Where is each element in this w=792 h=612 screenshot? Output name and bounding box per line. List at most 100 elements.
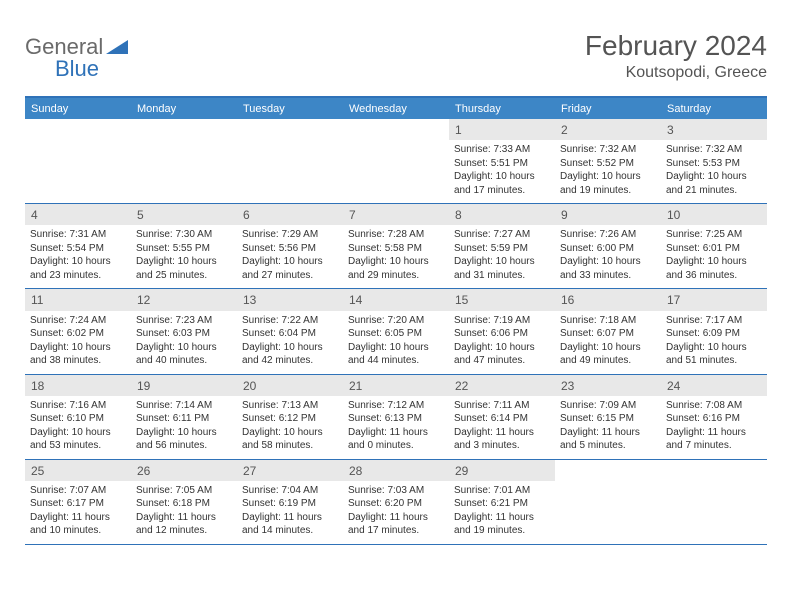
day-cell: 26Sunrise: 7:05 AMSunset: 6:18 PMDayligh… <box>131 460 237 544</box>
day-cell: 5Sunrise: 7:30 AMSunset: 5:55 PMDaylight… <box>131 204 237 288</box>
page-header: General February 2024 Koutsopodi, Greece <box>25 30 767 82</box>
day-sunrise: Sunrise: 7:31 AM <box>30 228 126 242</box>
day-sunrise: Sunrise: 7:25 AM <box>666 228 762 242</box>
day-sunset: Sunset: 6:21 PM <box>454 497 550 511</box>
day-daylight1: Daylight: 10 hours <box>666 341 762 355</box>
day-cell: 28Sunrise: 7:03 AMSunset: 6:20 PMDayligh… <box>343 460 449 544</box>
day-daylight2: and 17 minutes. <box>454 184 550 198</box>
day-sunrise: Sunrise: 7:28 AM <box>348 228 444 242</box>
day-number <box>131 119 237 140</box>
day-sunrise: Sunrise: 7:32 AM <box>666 143 762 157</box>
day-number: 15 <box>449 289 555 310</box>
day-sunrise: Sunrise: 7:20 AM <box>348 314 444 328</box>
day-daylight2: and 12 minutes. <box>136 524 232 538</box>
day-number <box>237 119 343 140</box>
day-daylight2: and 29 minutes. <box>348 269 444 283</box>
day-sunrise: Sunrise: 7:05 AM <box>136 484 232 498</box>
day-sunset: Sunset: 5:56 PM <box>242 242 338 256</box>
title-block: February 2024 Koutsopodi, Greece <box>585 30 767 82</box>
location-label: Koutsopodi, Greece <box>585 64 767 82</box>
day-sunrise: Sunrise: 7:01 AM <box>454 484 550 498</box>
day-number: 19 <box>131 375 237 396</box>
day-daylight1: Daylight: 10 hours <box>30 255 126 269</box>
day-sunrise: Sunrise: 7:27 AM <box>454 228 550 242</box>
day-daylight1: Daylight: 10 hours <box>348 255 444 269</box>
day-daylight2: and 38 minutes. <box>30 354 126 368</box>
day-cell-empty <box>131 119 237 203</box>
day-daylight2: and 42 minutes. <box>242 354 338 368</box>
day-daylight2: and 53 minutes. <box>30 439 126 453</box>
day-sunset: Sunset: 6:07 PM <box>560 327 656 341</box>
day-number: 16 <box>555 289 661 310</box>
day-sunset: Sunset: 6:19 PM <box>242 497 338 511</box>
day-sunrise: Sunrise: 7:19 AM <box>454 314 550 328</box>
day-number: 2 <box>555 119 661 140</box>
day-daylight1: Daylight: 11 hours <box>348 426 444 440</box>
day-sunrise: Sunrise: 7:29 AM <box>242 228 338 242</box>
day-sunrise: Sunrise: 7:08 AM <box>666 399 762 413</box>
day-sunrise: Sunrise: 7:26 AM <box>560 228 656 242</box>
weekday-cell: Tuesday <box>237 98 343 119</box>
day-daylight1: Daylight: 10 hours <box>454 170 550 184</box>
day-cell: 21Sunrise: 7:12 AMSunset: 6:13 PMDayligh… <box>343 375 449 459</box>
week-row: 11Sunrise: 7:24 AMSunset: 6:02 PMDayligh… <box>25 289 767 374</box>
day-sunset: Sunset: 5:55 PM <box>136 242 232 256</box>
day-daylight2: and 10 minutes. <box>30 524 126 538</box>
day-daylight2: and 21 minutes. <box>666 184 762 198</box>
day-sunset: Sunset: 5:59 PM <box>454 242 550 256</box>
day-sunset: Sunset: 6:12 PM <box>242 412 338 426</box>
day-daylight2: and 36 minutes. <box>666 269 762 283</box>
day-sunrise: Sunrise: 7:12 AM <box>348 399 444 413</box>
day-cell: 18Sunrise: 7:16 AMSunset: 6:10 PMDayligh… <box>25 375 131 459</box>
day-number: 6 <box>237 204 343 225</box>
day-number: 24 <box>661 375 767 396</box>
day-sunset: Sunset: 6:05 PM <box>348 327 444 341</box>
day-daylight1: Daylight: 11 hours <box>348 511 444 525</box>
day-sunset: Sunset: 6:15 PM <box>560 412 656 426</box>
day-number <box>25 119 131 140</box>
day-daylight1: Daylight: 10 hours <box>666 170 762 184</box>
day-sunset: Sunset: 6:16 PM <box>666 412 762 426</box>
day-sunrise: Sunrise: 7:07 AM <box>30 484 126 498</box>
day-daylight2: and 44 minutes. <box>348 354 444 368</box>
day-daylight1: Daylight: 10 hours <box>560 255 656 269</box>
day-sunrise: Sunrise: 7:13 AM <box>242 399 338 413</box>
day-number: 12 <box>131 289 237 310</box>
day-daylight2: and 47 minutes. <box>454 354 550 368</box>
day-sunset: Sunset: 5:52 PM <box>560 157 656 171</box>
day-number: 17 <box>661 289 767 310</box>
logo-triangle-icon <box>106 40 128 54</box>
day-sunrise: Sunrise: 7:30 AM <box>136 228 232 242</box>
day-cell-empty <box>343 119 449 203</box>
day-number: 18 <box>25 375 131 396</box>
day-cell: 20Sunrise: 7:13 AMSunset: 6:12 PMDayligh… <box>237 375 343 459</box>
day-cell: 1Sunrise: 7:33 AMSunset: 5:51 PMDaylight… <box>449 119 555 203</box>
day-sunrise: Sunrise: 7:33 AM <box>454 143 550 157</box>
day-daylight2: and 14 minutes. <box>242 524 338 538</box>
day-cell: 27Sunrise: 7:04 AMSunset: 6:19 PMDayligh… <box>237 460 343 544</box>
day-sunrise: Sunrise: 7:32 AM <box>560 143 656 157</box>
day-daylight1: Daylight: 10 hours <box>560 341 656 355</box>
day-cell: 23Sunrise: 7:09 AMSunset: 6:15 PMDayligh… <box>555 375 661 459</box>
day-sunset: Sunset: 5:58 PM <box>348 242 444 256</box>
weekday-header-row: SundayMondayTuesdayWednesdayThursdayFrid… <box>25 98 767 119</box>
day-sunset: Sunset: 5:53 PM <box>666 157 762 171</box>
day-sunset: Sunset: 6:04 PM <box>242 327 338 341</box>
day-number: 13 <box>237 289 343 310</box>
day-daylight1: Daylight: 10 hours <box>30 426 126 440</box>
week-row: 18Sunrise: 7:16 AMSunset: 6:10 PMDayligh… <box>25 375 767 460</box>
day-daylight2: and 33 minutes. <box>560 269 656 283</box>
day-daylight1: Daylight: 10 hours <box>348 341 444 355</box>
day-daylight2: and 19 minutes. <box>560 184 656 198</box>
day-sunrise: Sunrise: 7:04 AM <box>242 484 338 498</box>
day-daylight2: and 31 minutes. <box>454 269 550 283</box>
day-sunrise: Sunrise: 7:22 AM <box>242 314 338 328</box>
day-number: 7 <box>343 204 449 225</box>
day-cell: 7 Sunrise: 7:28 AMSunset: 5:58 PMDaylight… <box>343 204 449 288</box>
day-number: 9 <box>555 204 661 225</box>
day-sunset: Sunset: 6:18 PM <box>136 497 232 511</box>
day-daylight2: and 49 minutes. <box>560 354 656 368</box>
day-daylight1: Daylight: 10 hours <box>242 341 338 355</box>
month-title: February 2024 <box>585 30 767 62</box>
day-daylight1: Daylight: 10 hours <box>666 255 762 269</box>
